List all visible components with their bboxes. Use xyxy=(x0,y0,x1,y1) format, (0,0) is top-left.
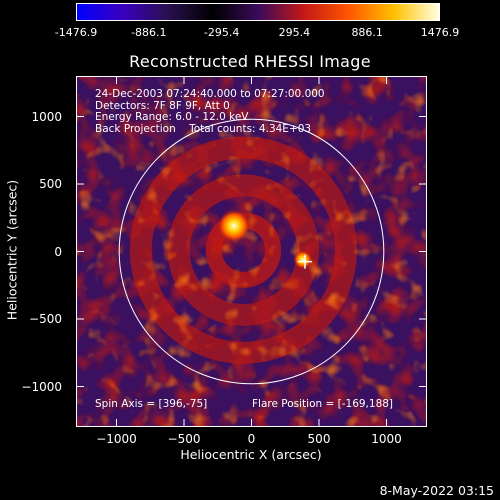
footer-date: 8-May-2022 03:15 xyxy=(379,483,494,498)
colorbar-tick-label: -886.1 xyxy=(131,26,167,39)
colorbar-tick-label: -295.4 xyxy=(203,26,240,39)
x-tick-label: 500 xyxy=(307,432,331,446)
solar-limb-circle xyxy=(118,118,385,385)
bright-source xyxy=(293,250,312,269)
colorbar-tick-label: 886.1 xyxy=(351,26,383,39)
colorbar-tick-label: 295.4 xyxy=(278,26,311,39)
y-tick-label: 1000 xyxy=(31,109,62,124)
chart-title: Reconstructed RHESSI Image xyxy=(129,52,371,71)
spin-axis-label: Spin Axis = [396,-75] xyxy=(95,398,208,410)
x-tick-label: 0 xyxy=(247,432,256,446)
x-axis-label: Heliocentric X (arcsec) xyxy=(180,447,322,462)
info-method-counts: Back Projection Total counts: 4.34E+03 xyxy=(95,122,312,135)
x-tick-label: −1000 xyxy=(96,432,137,446)
info-time-range: 24-Dec-2003 07:24:40.000 to 07:27:00.000 xyxy=(95,88,325,100)
emission-texture-hot xyxy=(76,76,427,427)
flare-position-label: Flare Position = [-169,188] xyxy=(252,398,394,410)
bright-sources xyxy=(217,209,312,269)
x-tick-label: 1000 xyxy=(371,432,402,446)
y-tick-label: 500 xyxy=(39,177,62,191)
colorbar-gradient xyxy=(76,3,440,21)
y-tick-label: −1000 xyxy=(21,379,62,394)
colorbar xyxy=(76,3,440,21)
info-detectors: Detectors: 7F 8F 9F, Att 0 xyxy=(95,99,230,112)
y-axis-label: Heliocentric Y (arcsec) xyxy=(4,179,20,321)
flare-position-marker xyxy=(297,254,312,269)
colorbar-tick-label: -1476.9 xyxy=(54,26,98,39)
axis-ticks xyxy=(76,76,427,427)
colorbar-tick-label: 1476.9 xyxy=(420,26,460,39)
x-tick-label: −500 xyxy=(167,432,201,446)
y-tick-label: −500 xyxy=(29,312,62,326)
info-energy-range: Energy Range: 6.0 - 12.0 keV xyxy=(95,111,249,124)
y-tick-label: 0 xyxy=(54,244,62,259)
rhessi-image-plot xyxy=(76,76,427,427)
bright-source xyxy=(217,209,250,242)
